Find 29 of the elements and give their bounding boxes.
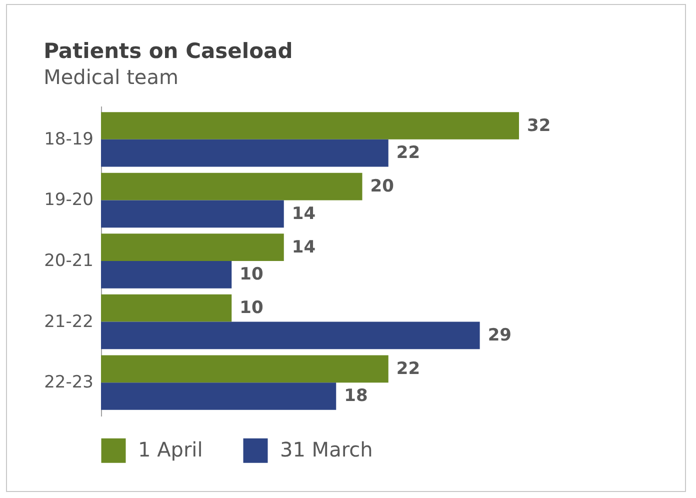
y-tick-label: 19-20 <box>44 190 94 210</box>
chart-subtitle: Medical team <box>44 65 178 89</box>
bar <box>101 112 519 140</box>
bar <box>101 200 284 228</box>
chart-title: Patients on Caseload <box>44 39 293 63</box>
data-label: 22 <box>396 143 420 164</box>
bar <box>101 355 388 383</box>
bar <box>101 139 388 167</box>
legend-label: 1 April <box>138 438 203 462</box>
bar <box>101 261 232 288</box>
data-label: 14 <box>292 204 316 224</box>
y-tick-label: 18-19 <box>44 129 94 150</box>
bar <box>101 294 232 322</box>
bar <box>101 382 336 410</box>
data-label: 18 <box>344 386 368 406</box>
legend-label: 31 March <box>280 438 373 462</box>
data-label: 29 <box>488 325 512 346</box>
data-label: 22 <box>396 358 420 379</box>
data-label: 14 <box>292 237 316 258</box>
y-tick-label: 20-21 <box>44 251 94 271</box>
data-label: 20 <box>370 176 394 197</box>
data-label: 32 <box>527 116 551 136</box>
data-label: 10 <box>240 264 264 285</box>
y-tick-label: 21-22 <box>44 312 94 332</box>
y-tick-label: 22-23 <box>44 372 94 393</box>
bar <box>101 322 480 350</box>
bar <box>101 234 284 261</box>
data-label: 10 <box>240 298 264 318</box>
bar <box>101 172 362 200</box>
